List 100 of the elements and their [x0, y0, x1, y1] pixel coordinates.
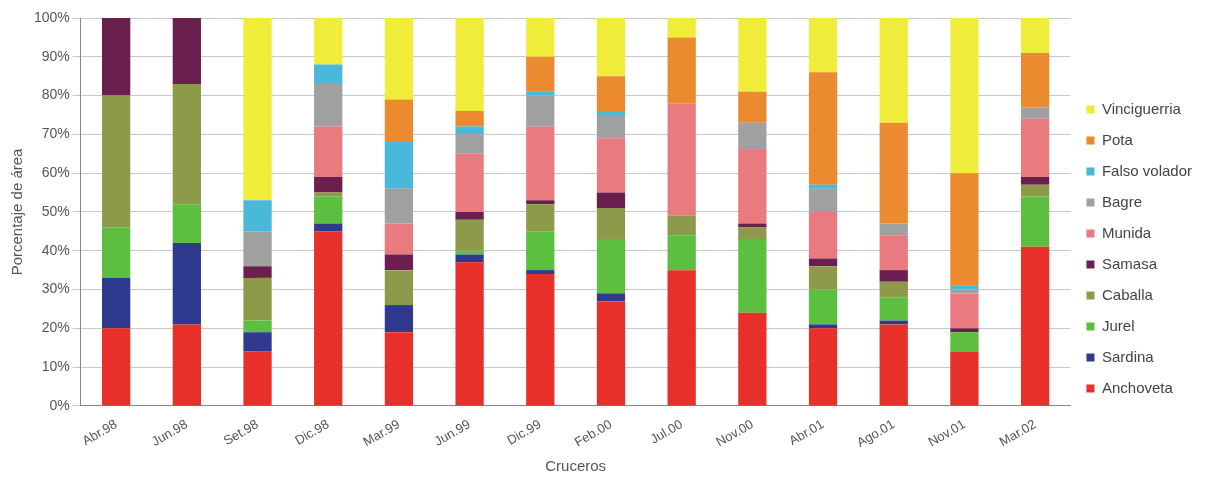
bar [314, 64, 343, 84]
bar [526, 18, 555, 57]
bar [102, 95, 131, 228]
bar [455, 111, 484, 127]
bar [808, 211, 838, 259]
y-tick-label: 70% [41, 125, 70, 142]
bar [596, 138, 626, 193]
bar [950, 18, 979, 174]
bar [596, 18, 626, 77]
bar [738, 91, 767, 123]
bar [384, 270, 414, 306]
bar [243, 332, 272, 352]
bar [526, 91, 555, 96]
y-tick-label: 50% [41, 202, 70, 219]
bar [1020, 246, 1050, 406]
bar [808, 184, 838, 189]
bar [596, 192, 626, 209]
bar [596, 114, 626, 139]
bar [102, 277, 131, 329]
bar [526, 200, 555, 205]
bar [879, 223, 908, 236]
bar [879, 281, 908, 298]
bar [1020, 184, 1050, 197]
bar [172, 18, 201, 84]
bar [314, 231, 343, 406]
bar [879, 18, 908, 123]
bar [314, 196, 343, 224]
bar [172, 242, 201, 325]
bar [314, 18, 343, 65]
y-tick-label: 60% [41, 164, 70, 181]
bar [738, 239, 767, 313]
bar [879, 235, 908, 271]
y-tick-label: 0% [49, 396, 70, 413]
y-tick-label: 20% [41, 319, 70, 336]
bar [808, 324, 838, 329]
bar [596, 111, 626, 115]
y-tick-label: 90% [41, 47, 70, 64]
bar [596, 239, 626, 294]
bar [738, 149, 767, 224]
bar [384, 188, 414, 224]
bar [172, 324, 201, 406]
legend-label: Falso volador [1101, 161, 1192, 179]
bar [384, 142, 414, 189]
bar [1020, 196, 1050, 247]
bar [950, 332, 979, 352]
bar [808, 328, 838, 406]
bar [243, 200, 272, 232]
legend-label: Jurel [1101, 316, 1135, 334]
bar [455, 211, 484, 220]
bar [314, 177, 343, 193]
bar [526, 231, 555, 271]
legend-label: Samasa [1101, 254, 1158, 272]
bar [455, 254, 484, 263]
y-tick-label: 40% [41, 241, 70, 258]
bar [526, 274, 555, 406]
bar [172, 204, 201, 243]
bar [243, 320, 272, 333]
bar [596, 76, 626, 112]
bar [102, 18, 131, 96]
bar [455, 134, 484, 154]
bar [455, 153, 484, 212]
bar [879, 270, 908, 282]
legend-label: Pota [1101, 130, 1134, 148]
bar [667, 18, 696, 38]
legend-label: Munida [1101, 223, 1152, 241]
bar [455, 262, 484, 406]
bar [667, 37, 696, 104]
bar [455, 18, 484, 112]
bar [596, 293, 626, 302]
bar [384, 223, 414, 255]
bar [314, 126, 343, 178]
legend-label: Bagre [1101, 192, 1142, 210]
bar [667, 215, 696, 236]
bar [950, 173, 979, 286]
bar [596, 208, 626, 240]
bar [879, 122, 908, 224]
legend-label: Caballa [1101, 285, 1154, 303]
bar [455, 126, 484, 135]
bar [526, 126, 555, 201]
bar [738, 312, 767, 406]
bar [808, 289, 838, 325]
y-tick-label: 100% [33, 8, 70, 25]
bar [738, 122, 767, 150]
bar [738, 18, 767, 92]
bar [526, 270, 555, 275]
bar [808, 258, 838, 267]
bar [879, 324, 908, 406]
x-axis-title: Cruceros [545, 457, 607, 475]
bar [243, 277, 272, 321]
bar [526, 204, 555, 232]
bar [102, 328, 131, 406]
bar [667, 235, 696, 271]
bar [243, 266, 272, 278]
bar [384, 99, 414, 143]
bar [667, 270, 696, 406]
bar [314, 83, 343, 127]
legend-label: Anchoveta [1101, 378, 1174, 396]
y-tick-label: 80% [41, 86, 70, 103]
bar [1020, 177, 1050, 185]
bar [102, 227, 131, 278]
